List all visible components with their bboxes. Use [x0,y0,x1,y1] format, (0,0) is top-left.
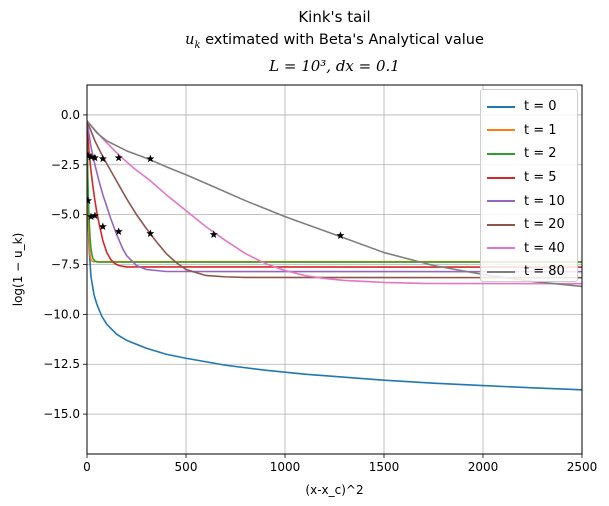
title-line-2-text: extimated with Beta's Analytical value [200,32,484,48]
legend-swatch [487,129,515,132]
plot-frame [86,84,583,455]
x-tick-label: 2500 [567,460,598,474]
legend-label: t = 0 [524,99,557,115]
star-marker [114,153,123,162]
x-tick-label: 500 [175,460,198,474]
legend-item: t = 40 [487,237,577,261]
star-marker [114,227,123,235]
y-axis-label: log(1 − u_k) [11,233,25,307]
x-tick-label: 1000 [270,460,301,474]
series-line-t2 [87,120,582,263]
star-marker [209,230,218,238]
legend-swatch [487,176,515,179]
title-var-subscript: k [194,39,201,51]
star-marker [336,231,345,239]
legend-swatch [487,105,515,108]
legend-swatch [487,270,515,273]
series-line-t5 [87,120,582,268]
y-tick-label: −7.5 [51,258,80,272]
y-tick-label: −15.0 [43,407,80,421]
chart-title-line-3: L = 10³, dx = 0.1 [269,57,400,75]
legend-label: t = 10 [524,193,565,209]
series-line-t0 [87,122,582,391]
legend-swatch [487,200,515,203]
legend-item: t = 5 [487,166,577,190]
star-marker [98,154,107,163]
plot-area [87,120,582,391]
y-tick-label: −12.5 [43,357,80,371]
y-tick-label: 0.0 [61,108,80,122]
star-marker [87,212,95,221]
legend-label: t = 40 [524,240,565,256]
chart-title-line-2: uk extimated with Beta's Analytical valu… [87,32,582,51]
legend-item: t = 1 [487,119,577,143]
legend-label: t = 80 [524,264,565,280]
y-tick-label: −2.5 [51,158,80,172]
legend-swatch [487,152,515,155]
star-marker [87,196,92,205]
legend-item: t = 80 [487,260,577,284]
star-marker [90,211,99,220]
star-marker [87,152,95,161]
title-var: u [185,32,195,48]
legend-label: t = 1 [524,122,557,138]
legend-item: t = 20 [487,213,577,237]
x-tick-label: 0 [83,460,91,474]
legend-swatch [487,247,515,250]
y-tick-label: −5.0 [51,208,80,222]
star-marker [98,222,107,231]
x-tick-label: 1500 [369,460,400,474]
legend-item: t = 0 [487,95,577,119]
x-tick-label: 2000 [468,460,499,474]
y-tick-label: −10.0 [43,307,80,321]
series-line-t80 [87,120,582,288]
x-axis-label: (x-x_c)^2 [305,483,363,497]
legend-label: t = 2 [524,146,557,162]
series-line-t40 [87,120,582,285]
legend-label: t = 5 [524,170,557,186]
star-marker [146,154,155,163]
legend-swatch [487,223,515,226]
legend-item: t = 10 [487,189,577,213]
star-marker [90,153,99,162]
series-line-t10 [87,120,582,273]
star-marker [146,229,155,237]
chart-title-line-1: Kink's tail [298,8,371,26]
legend-item: t = 2 [487,142,577,166]
chart-legend: t = 0 t = 1 t = 2 t = 5 t = 10 t = 20 t = 40 t … [480,89,578,282]
legend-label: t = 20 [524,217,565,233]
